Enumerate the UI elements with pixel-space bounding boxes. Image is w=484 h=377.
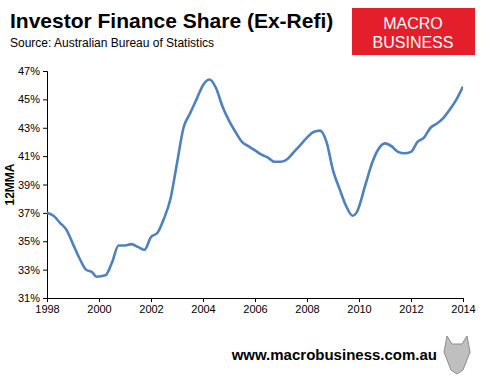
y-tick-mark (43, 241, 47, 242)
x-tick: 2006 (243, 298, 267, 315)
logo-box (352, 8, 475, 55)
logo-text: MACRO (383, 15, 443, 32)
x-tick: 2004 (191, 298, 215, 315)
y-tick-label: 39% (18, 179, 40, 191)
y-tick: 35% (18, 235, 47, 247)
x-tick-mark (99, 298, 100, 302)
y-tick: 39% (18, 179, 47, 191)
y-axis-title: 12MMA (3, 163, 17, 205)
x-tick: 2010 (347, 298, 371, 315)
y-tick: 37% (18, 207, 47, 219)
y-tick: 43% (18, 122, 47, 134)
y-tick: 45% (18, 93, 47, 105)
y-tick-mark (43, 298, 47, 299)
x-tick-label: 2014 (451, 303, 475, 315)
y-axis-line (43, 72, 48, 299)
x-tick: 1998 (35, 298, 59, 315)
x-tick: 2012 (399, 298, 423, 315)
y-tick-mark (43, 156, 47, 157)
x-tick-label: 2002 (139, 303, 163, 315)
y-tick-label: 37% (18, 207, 40, 219)
y-axis: 31%33%35%37%39%41%43%45%47% (18, 65, 48, 304)
x-tick-label: 2008 (295, 303, 319, 315)
x-tick-mark (47, 298, 48, 302)
y-tick-mark (43, 213, 47, 214)
x-tick: 2000 (87, 298, 111, 315)
x-axis: 1998 2000 2002 2004 2006 2008 2010 2012 2014 (35, 298, 475, 315)
y-tick: 41% (18, 150, 47, 162)
x-axis-line (48, 299, 464, 303)
y-tick-mark (43, 71, 47, 72)
y-tick-label: 47% (18, 65, 40, 77)
subtitle: Source: Australian Bureau of Statistics (10, 36, 214, 50)
series-line (47, 80, 463, 277)
x-tick-mark (463, 298, 464, 302)
x-tick-mark (411, 298, 412, 302)
logo-icon (444, 336, 470, 374)
x-tick-label: 1998 (35, 303, 59, 315)
y-tick-mark (43, 99, 47, 100)
logo: MACRO BUSINESS (352, 8, 475, 55)
x-tick-mark (307, 298, 308, 302)
y-tick-label: 43% (18, 122, 40, 134)
logo-text: BUSINESS (373, 34, 454, 51)
y-tick-mark (43, 128, 47, 129)
x-tick: 2014 (451, 298, 475, 315)
x-tick-mark (203, 298, 204, 302)
x-tick-label: 2012 (399, 303, 423, 315)
footer: www.macrobusiness.com.au (231, 346, 437, 363)
chart: Investor Finance Share (Ex-Refi) Source: … (0, 0, 484, 377)
x-tick: 2002 (139, 298, 163, 315)
y-tick-label: 35% (18, 235, 40, 247)
x-tick-label: 2006 (243, 303, 267, 315)
logo-icon-shape (444, 336, 470, 374)
x-tick-label: 2004 (191, 303, 215, 315)
plot-area (47, 80, 463, 277)
y-tick-label: 41% (18, 150, 40, 162)
title: Investor Finance Share (Ex-Refi) (10, 9, 333, 32)
x-tick-mark (255, 298, 256, 302)
y-tick-label: 33% (18, 264, 40, 276)
y-tick-mark (43, 185, 47, 186)
x-tick-label: 2010 (347, 303, 371, 315)
y-tick-label: 45% (18, 93, 40, 105)
x-tick-label: 2000 (87, 303, 111, 315)
x-tick: 2008 (295, 298, 319, 315)
y-tick-mark (43, 270, 47, 271)
x-tick-mark (359, 298, 360, 302)
y-tick: 33% (18, 264, 47, 276)
x-tick-mark (151, 298, 152, 302)
y-tick: 47% (18, 65, 47, 77)
